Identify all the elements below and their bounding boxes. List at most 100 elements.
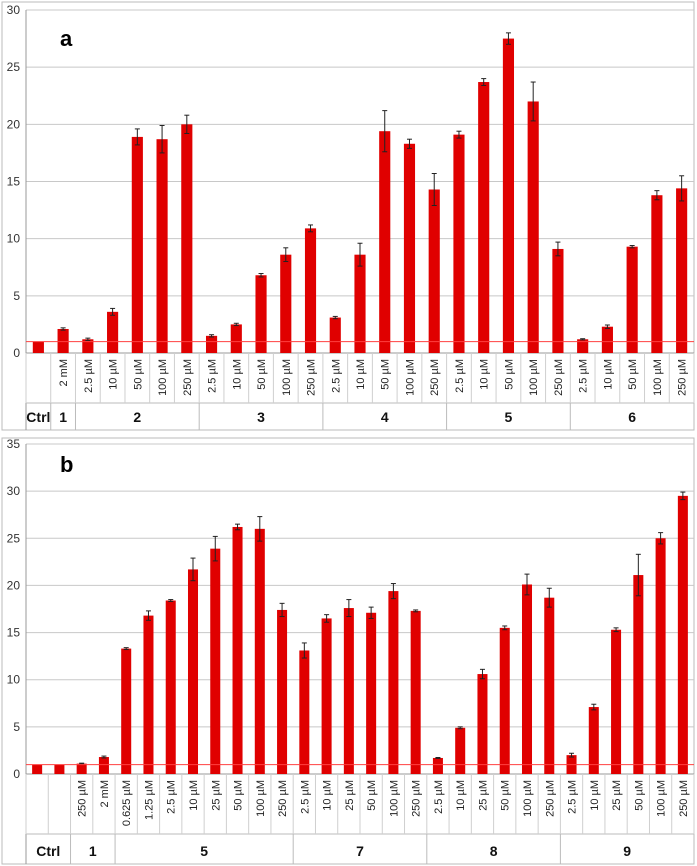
category-label: 2.5 µM: [567, 780, 579, 814]
panel-border: [1, 437, 695, 865]
bar: [502, 38, 515, 353]
group-label: Ctrl: [36, 843, 60, 859]
bar: [255, 275, 267, 353]
bar: [588, 707, 599, 774]
category-label: 100 µM: [281, 359, 293, 396]
bar: [521, 584, 533, 774]
category-label: 25 µM: [611, 780, 623, 811]
y-tick-label: 0: [13, 767, 20, 781]
y-tick-label: 15: [7, 626, 21, 640]
bar: [432, 757, 443, 774]
bar: [499, 627, 510, 774]
category-label: 10 µM: [589, 780, 601, 811]
category-label: 10 µM: [322, 780, 334, 811]
bar: [299, 650, 310, 774]
y-tick-label: 5: [13, 720, 20, 734]
bar: [552, 248, 564, 353]
bar: [329, 317, 341, 353]
category-label: 0.625 µM: [121, 780, 133, 826]
panel-letter: a: [60, 26, 73, 51]
group-label: 9: [623, 843, 631, 859]
category-label: 2.5 µM: [578, 359, 590, 393]
y-tick-label: 25: [7, 531, 21, 545]
category-label: 100 µM: [157, 359, 169, 396]
bar: [343, 608, 354, 774]
bar: [107, 311, 119, 353]
bar: [651, 195, 663, 353]
category-label: 2.5 µM: [454, 359, 466, 393]
category-label: 2.5 µM: [166, 780, 178, 814]
bar: [527, 101, 539, 353]
bar: [304, 228, 317, 353]
category-label: 10 µM: [231, 359, 243, 390]
y-tick-label: 0: [13, 346, 20, 360]
bar: [403, 143, 416, 353]
category-label: 50 µM: [366, 780, 378, 811]
bar: [544, 597, 555, 774]
bar: [410, 610, 421, 774]
y-tick-label: 10: [7, 673, 21, 687]
bar: [230, 324, 242, 353]
category-label: 10 µM: [188, 780, 200, 811]
group-label: Ctrl: [26, 409, 50, 425]
group-label: 5: [505, 409, 513, 425]
bar: [321, 618, 332, 774]
category-label: 10 µM: [602, 359, 614, 390]
bar: [655, 538, 666, 774]
bar: [366, 612, 377, 774]
y-tick-label: 5: [13, 289, 20, 303]
bar: [131, 136, 143, 353]
bar: [205, 335, 218, 353]
bar: [32, 764, 43, 774]
category-label: 10 µM: [355, 359, 367, 390]
category-label: 50 µM: [380, 359, 392, 390]
bar: [677, 495, 688, 774]
bar: [181, 124, 193, 353]
group-label: 7: [356, 843, 364, 859]
category-label: 250 µM: [77, 780, 89, 817]
category-label: 250 µM: [678, 780, 690, 817]
category-label: 10 µM: [455, 780, 467, 811]
category-label: 50 µM: [627, 359, 639, 390]
bar: [477, 674, 488, 774]
category-label: 2.5 µM: [207, 359, 219, 393]
category-label: 2.5 µM: [299, 780, 311, 814]
bar: [577, 339, 589, 353]
bar: [626, 246, 638, 353]
category-label: 250 µM: [306, 359, 318, 396]
category-label: 1.25 µM: [143, 780, 155, 820]
bar: [379, 131, 391, 353]
category-label: 100 µM: [404, 359, 416, 396]
bar: [478, 82, 490, 353]
category-label: 2.5 µM: [330, 359, 342, 393]
category-label: 2 mM: [58, 359, 70, 387]
category-label: 10 µM: [479, 359, 491, 390]
category-label: 2 mM: [99, 780, 111, 808]
bar: [676, 188, 688, 353]
group-label: 6: [628, 409, 636, 425]
category-label: 50 µM: [132, 359, 144, 390]
category-label: 25 µM: [210, 780, 222, 811]
category-label: 50 µM: [503, 359, 515, 390]
bar: [187, 569, 199, 774]
category-label: 50 µM: [233, 780, 245, 811]
group-label: 1: [89, 843, 97, 859]
category-label: 100 µM: [255, 780, 267, 817]
bar: [156, 139, 168, 353]
bar: [633, 575, 644, 774]
bar: [254, 528, 265, 774]
bar: [32, 341, 44, 353]
group-label: 5: [200, 843, 208, 859]
category-label: 25 µM: [477, 780, 489, 811]
category-label: 100 µM: [656, 780, 668, 817]
bar: [54, 764, 65, 774]
category-label: 250 µM: [277, 780, 289, 817]
category-label: 250 µM: [544, 780, 556, 817]
category-label: 2.5 µM: [433, 780, 445, 814]
bar: [601, 326, 613, 353]
category-label: 50 µM: [256, 359, 268, 390]
bar: [388, 591, 399, 774]
